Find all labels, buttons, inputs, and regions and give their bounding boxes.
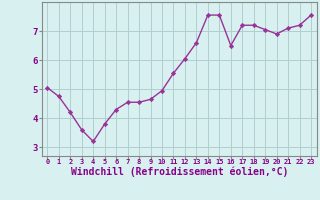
X-axis label: Windchill (Refroidissement éolien,°C): Windchill (Refroidissement éolien,°C) [70,167,288,177]
